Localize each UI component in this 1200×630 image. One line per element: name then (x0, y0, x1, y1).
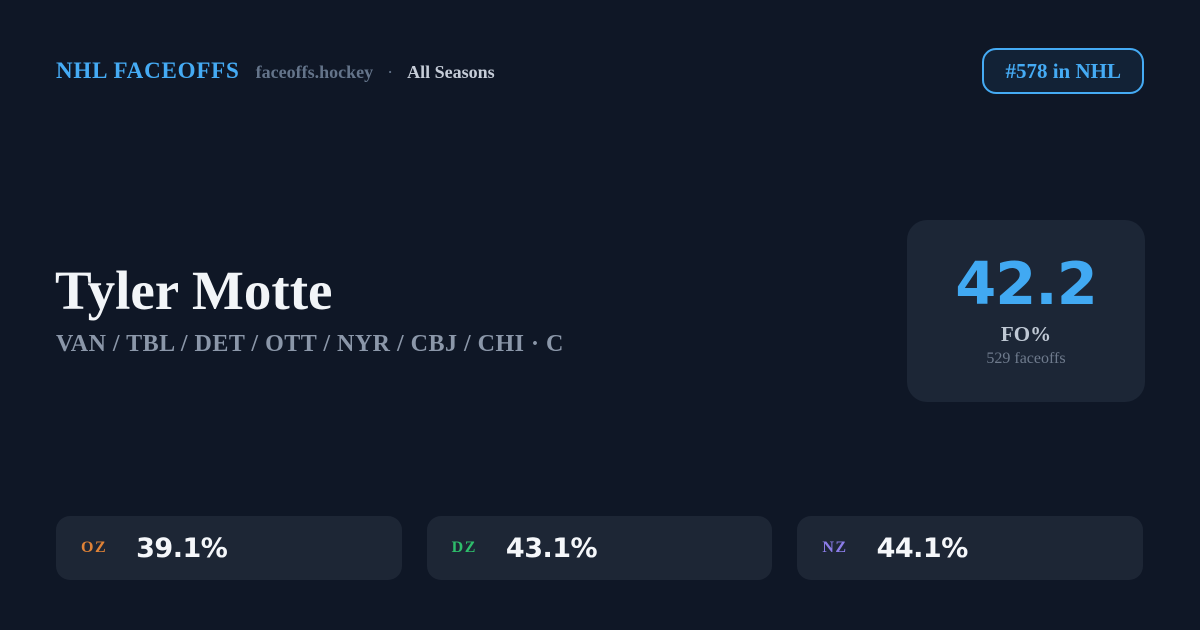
zone-value-dz: 43.1% (505, 532, 598, 564)
zone-pill-offensive: OZ 39.1% (56, 516, 402, 580)
zone-code-oz: OZ (81, 539, 108, 556)
faceoff-count: 529 faceoffs (986, 350, 1066, 367)
zone-value-oz: 39.1% (136, 532, 228, 564)
zone-stats-row: OZ 39.1% DZ 43.1% NZ 44.1% (56, 516, 1144, 580)
player-teams: VAN / TBL / DET / OTT / NYR / CBJ / CHI … (56, 331, 564, 357)
zone-pill-neutral: NZ 44.1% (797, 516, 1144, 580)
faceoff-percentage-label: FO% (1000, 322, 1052, 346)
header: NHL FACEOFFS faceoffs.hockey · All Seaso… (56, 58, 495, 84)
player-name: Tyler Motte (55, 260, 333, 321)
season-label: All Seasons (407, 62, 495, 82)
faceoff-card: 42.2 FO% 529 faceoffs (907, 220, 1145, 402)
zone-code-nz: NZ (822, 539, 848, 556)
dot-separator: · (387, 62, 394, 82)
brand-logo: NHL FACEOFFS (56, 58, 240, 83)
faceoff-percentage-value: 42.2 (955, 249, 1098, 318)
zone-value-nz: 44.1% (876, 532, 969, 564)
rank-badge[interactable]: #578 in NHL (982, 48, 1144, 94)
zone-pill-defensive: DZ 43.1% (426, 516, 773, 580)
site-link[interactable]: faceoffs.hockey (255, 62, 374, 82)
zone-code-dz: DZ (451, 539, 477, 556)
